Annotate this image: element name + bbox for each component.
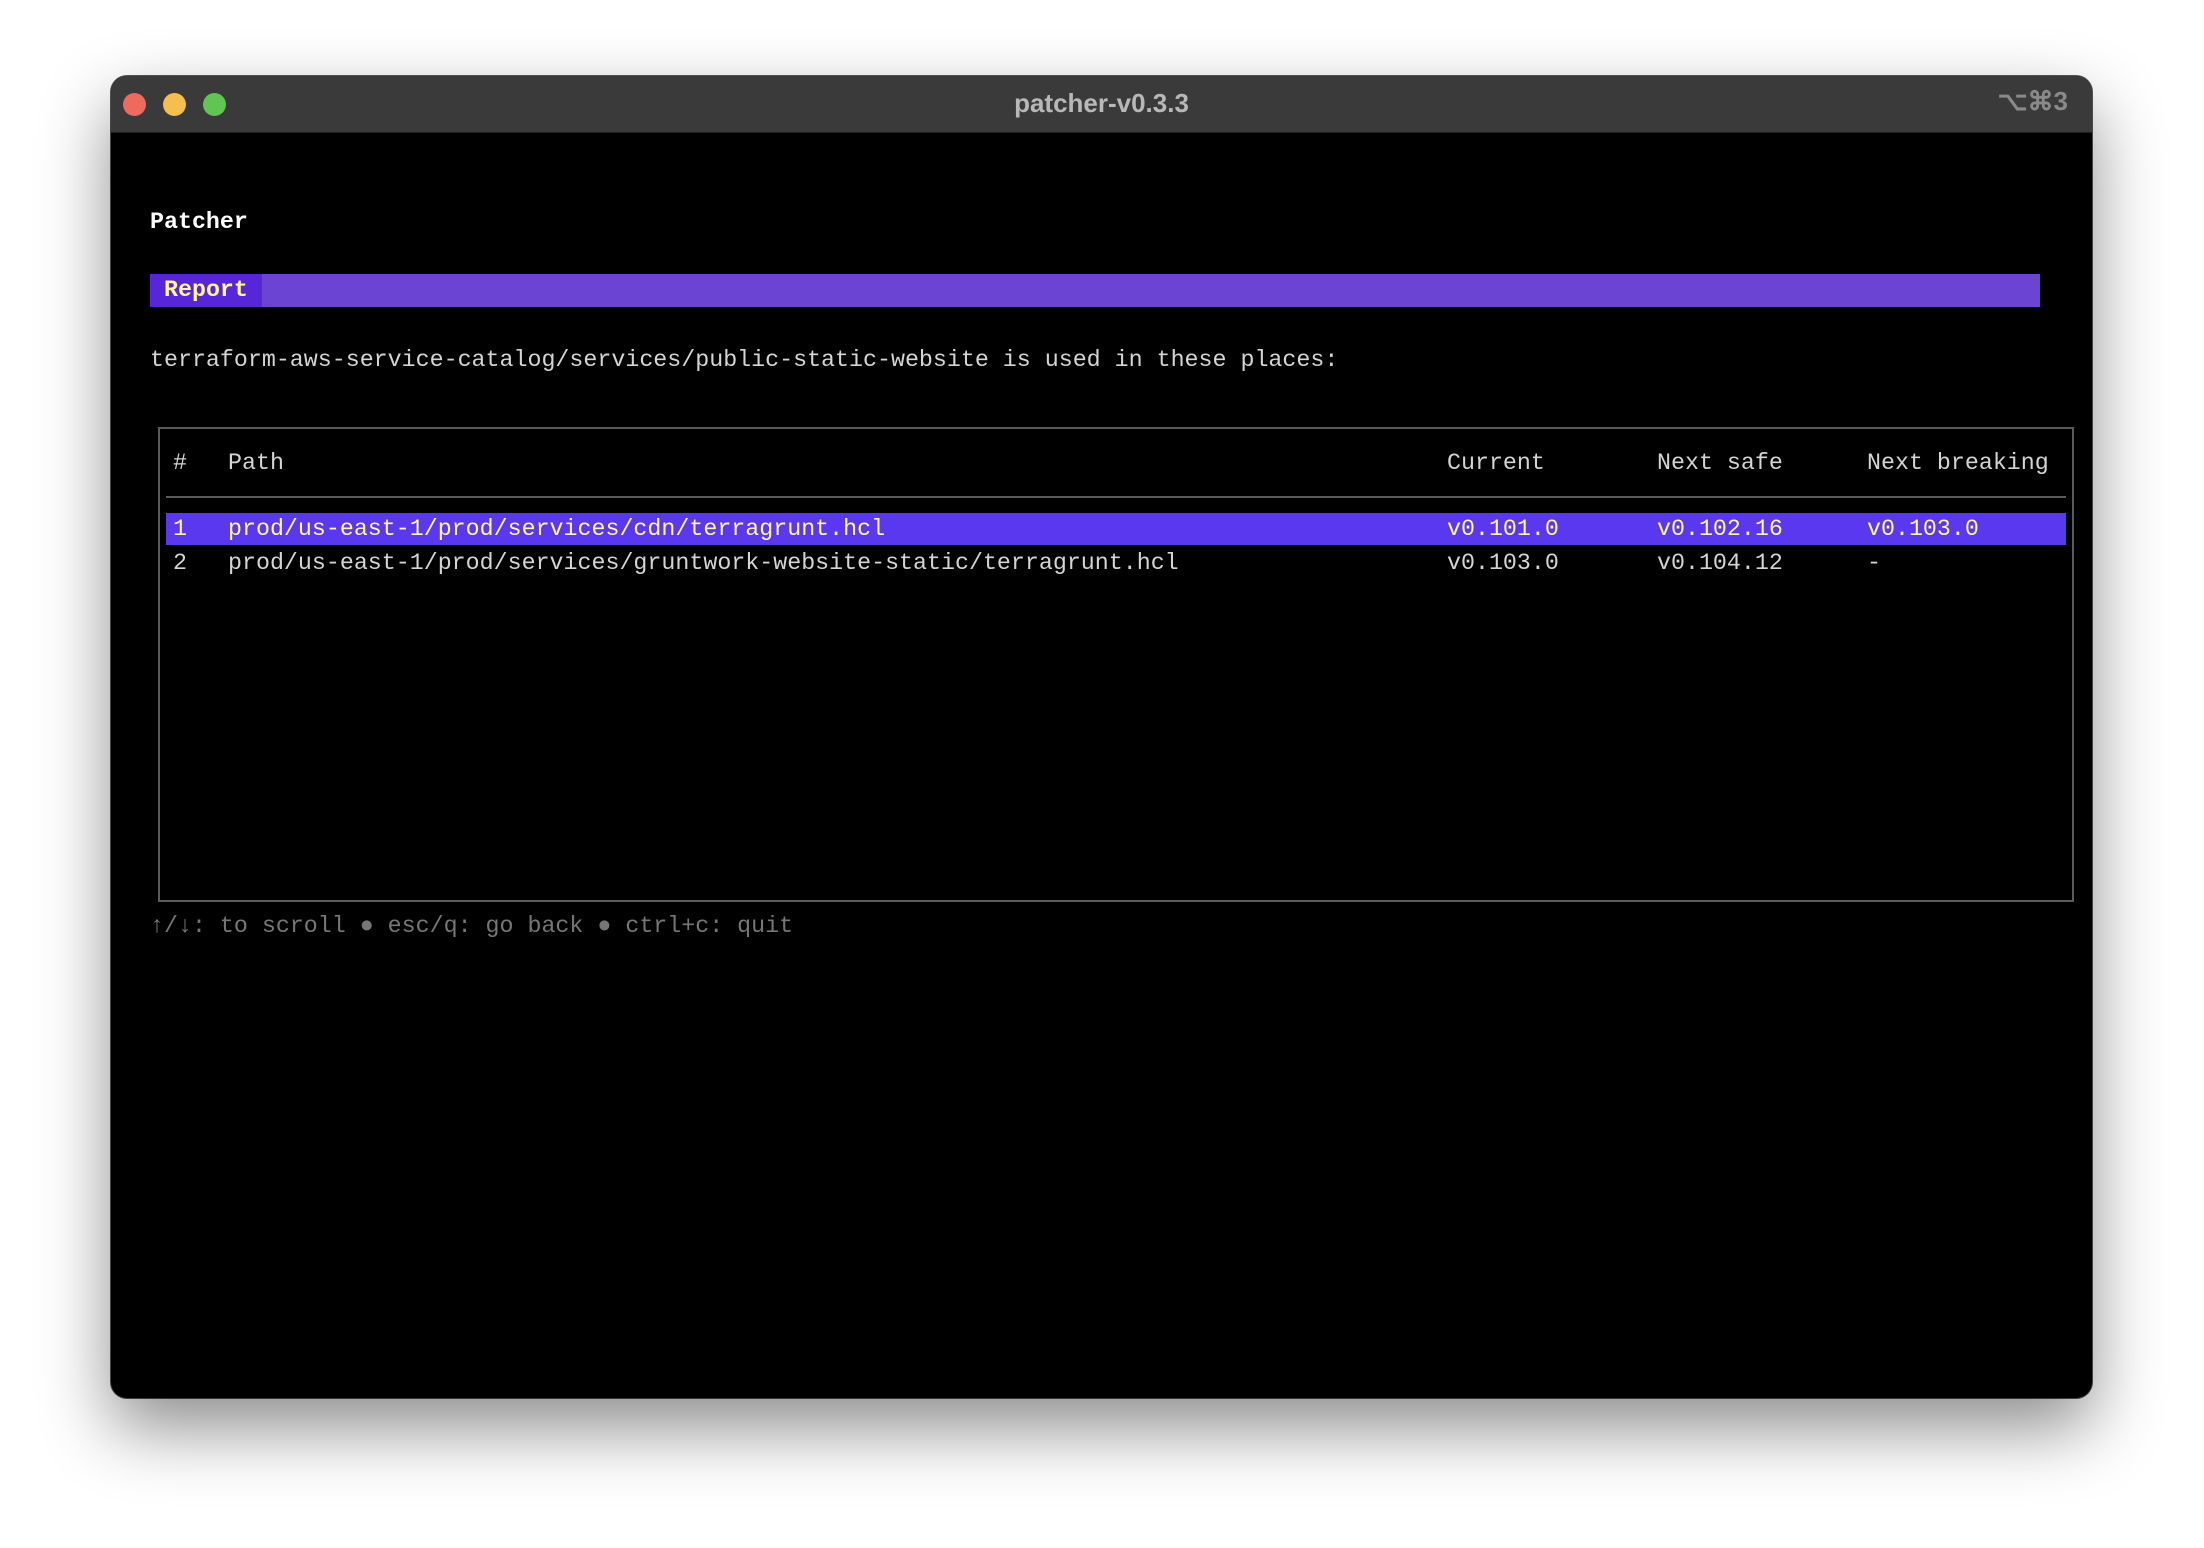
row-path: prod/us-east-1/prod/services/gruntwork-w… xyxy=(228,550,1179,576)
header-divider xyxy=(166,496,2066,498)
table-row[interactable]: 1 prod/us-east-1/prod/services/cdn/terra… xyxy=(166,513,2066,545)
column-header-next-breaking: Next breaking xyxy=(1867,450,2049,476)
row-current: v0.103.0 xyxy=(1447,550,1559,576)
row-number: 1 xyxy=(173,516,187,542)
window-title: patcher-v0.3.3 xyxy=(1014,88,1189,118)
row-next-breaking: - xyxy=(1867,550,1881,576)
terminal-window: patcher-v0.3.3 ⌥⌘3 Patcher Report terraf… xyxy=(111,76,2092,1398)
keybinding-help: ↑/↓: to scroll ● esc/q: go back ● ctrl+c… xyxy=(150,913,794,939)
report-description: terraform-aws-service-catalog/services/p… xyxy=(150,347,1339,373)
column-header-path: Path xyxy=(228,450,284,476)
title-bar: patcher-v0.3.3 ⌥⌘3 xyxy=(111,76,2092,133)
column-header-number: # xyxy=(173,450,187,476)
row-number: 2 xyxy=(173,550,187,576)
row-next-breaking: v0.103.0 xyxy=(1867,516,1979,542)
row-next-safe: v0.102.16 xyxy=(1657,516,1783,542)
window-shortcut: ⌥⌘3 xyxy=(1997,86,2068,116)
report-tab: Report xyxy=(150,274,262,307)
table-row[interactable]: 2 prod/us-east-1/prod/services/gruntwork… xyxy=(166,547,2066,579)
minimize-button[interactable] xyxy=(163,93,186,116)
report-header-bar: Report xyxy=(150,274,2040,307)
usage-table[interactable]: # Path Current Next safe Next breaking 1… xyxy=(158,427,2074,902)
close-button[interactable] xyxy=(123,93,146,116)
row-next-safe: v0.104.12 xyxy=(1657,550,1783,576)
row-current: v0.101.0 xyxy=(1447,516,1559,542)
row-path: prod/us-east-1/prod/services/cdn/terragr… xyxy=(228,516,886,542)
column-header-current: Current xyxy=(1447,450,1545,476)
zoom-button[interactable] xyxy=(203,93,226,116)
app-name: Patcher xyxy=(150,209,248,235)
column-header-next-safe: Next safe xyxy=(1657,450,1783,476)
